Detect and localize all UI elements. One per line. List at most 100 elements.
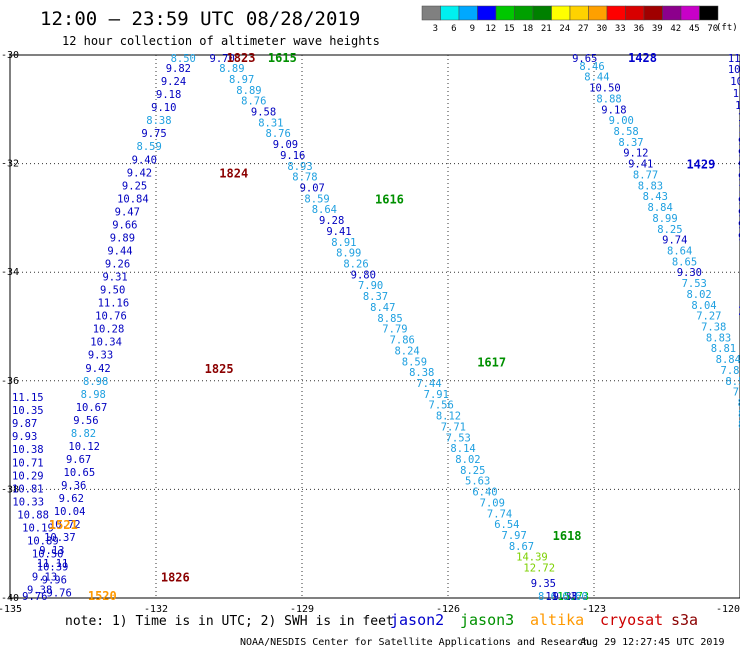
legend-s3a: s3a [671,611,698,629]
swh-value: 8.76 [241,96,266,108]
swh-value: 9.44 [107,245,132,257]
swh-value: 11.11 [37,558,69,570]
swh-value: 9.42 [127,167,152,179]
swh-value: 7.09 [480,497,505,509]
x-tick-label: -120 [716,604,740,615]
swh-value: 8.53 [725,376,740,388]
swh-value: 7.74 [487,508,512,520]
swh-value: 9.09 [273,139,298,151]
swh-value: 6.60 [562,591,587,603]
swh-value: 8.89 [236,85,261,97]
pass-time-label: 1520 [88,589,117,603]
swh-value: 10.50 [589,83,621,95]
colorbar-tick: 39 [652,24,663,34]
colorbar-swatch [495,5,515,21]
swh-value: 9.66 [112,219,137,231]
pass-time-label: 1824 [219,166,248,180]
swh-value: 8.25 [657,224,682,236]
colorbar-swatch [662,5,682,21]
x-tick-labels: -135 -132 -129 -126 -123 -120 [0,604,740,615]
swh-value: 8.61 [538,591,563,603]
swh-value: 9.76 [22,591,47,603]
swh-value: 9.93 [12,431,37,443]
swh-value: 8.70 [738,398,740,410]
swh-value: 11.04 [733,88,740,100]
swh-value: 7.53 [446,432,471,444]
swh-value: 9.50 [100,285,125,297]
x-tick-label: -135 [0,604,22,615]
swh-value: 9.67 [738,148,740,160]
swh-value: 8.04 [691,300,716,312]
swh-value: 10.40 [738,124,740,136]
colorbar-swatch [643,5,663,21]
swh-value: 9.56 [73,415,98,427]
swh-value: 9.25 [122,180,147,192]
swh-value: 6.54 [494,519,519,531]
swh-value: 8.24 [394,345,419,357]
swh-value: 8.84 [716,354,740,366]
swh-value: 9.38 [553,591,578,603]
swh-value: 7.71 [441,421,466,433]
swh-value: 8.78 [292,172,317,184]
swh-values: 8.50 9.70 9.82 8.89 9.24 8.97 9.18 8.89 9.10 8.76… [12,53,740,603]
swh-value: 9.89 [110,232,135,244]
colorbar-tick: 15 [504,24,515,34]
swh-value: 8.99 [652,213,677,225]
swh-value: 7.80 [721,365,740,377]
swh-value: 10.89 [27,535,59,547]
swh-value: 8.93 [287,161,312,173]
colorbar-swatch [514,5,534,21]
swh-value: 9.8 [738,160,740,172]
pass-time-label: 145 [738,304,740,318]
swh-value: 8.02 [686,289,711,301]
swh-value: 8.38 [409,367,434,379]
legend-jason2: jason2 [390,611,444,629]
swh-value: 7.44 [416,378,441,390]
swh-value: 10.29 [12,470,44,482]
swh-value: 7.36 [733,387,740,399]
colorbar-unit: (ft) [716,23,738,33]
swh-value: 9.82 [166,63,191,75]
swh-value: 9.75 [141,128,166,140]
swh-value: 9.18 [601,104,626,116]
swh-value: 9.96 [42,575,67,587]
y-tick-label: -36 [1,376,19,387]
swh-value: 8.59 [137,141,162,153]
plot-frame [9,54,740,599]
colorbar-tick: 3 [433,24,438,34]
swh-value: 10.84 [117,193,149,205]
swh-value: 10.12 [68,441,100,453]
swh-value: 8.83 [638,180,663,192]
swh-value: 8.67 [509,541,534,553]
swh-value: 9.41 [628,159,653,171]
colorbar-tick: 6 [451,24,456,34]
colorbar-tick: 42 [670,24,681,34]
swh-value: 7.86 [390,335,415,347]
swh-value: 8.43 [643,191,668,203]
swh-value: 8.44 [584,72,609,84]
swh-value: 7.97 [502,530,527,542]
colorbar-swatch [458,5,478,21]
colorbar-swatch [532,5,552,21]
swh-value: 10.34 [90,337,122,349]
swh-value: 8.25 [460,465,485,477]
pass-time-label: 1825 [205,362,234,376]
swh-value: 8.02 [455,454,480,466]
swh-value: 11.24 [735,100,740,112]
swh-value: 8.65 [672,256,697,268]
colorbar-swatch [699,5,719,21]
chart-title: 12:00 – 23:59 UTC 08/28/2019 [40,8,360,30]
swh-value: 8.47 [370,302,395,314]
swh-value: 5.63 [465,476,490,488]
swh-value: 10.19 [22,522,54,534]
swh-value: 10.28 [93,324,125,336]
swh-value: 11.01 [728,53,740,65]
x-tick-label: -123 [582,604,606,615]
swh-value: 9.26 [105,259,130,271]
colorbar-tick: 12 [485,24,496,34]
swh-value: 9.74 [662,235,687,247]
swh-value: 9.13 [39,545,64,557]
footer-timestamp: Aug 29 12:27:45 UTC 2019 [580,637,725,648]
swh-value: 9.47 [115,206,140,218]
colorbar-swatch [625,5,645,21]
